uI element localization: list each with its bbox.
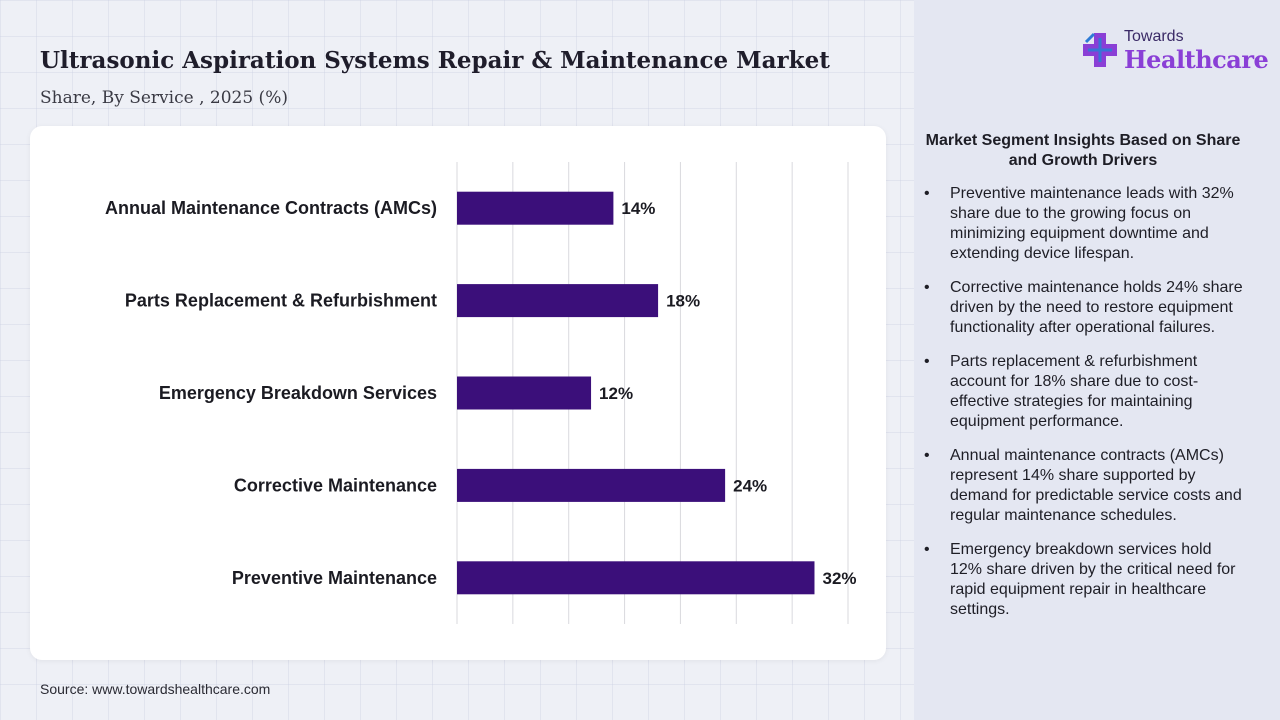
insight-text: Emergency breakdown services hold 12% sh… (950, 541, 1236, 618)
data-label: 12% (599, 384, 633, 403)
logo-bottom-text: Healthcare (1124, 45, 1269, 74)
bar (457, 191, 614, 225)
bullet-icon: • (924, 353, 930, 370)
data-label: 24% (733, 476, 767, 495)
data-label: 18% (666, 292, 700, 311)
bullet-icon: • (924, 185, 930, 202)
insight-item: • Annual maintenance contracts (AMCs) rep… (924, 446, 1244, 526)
bar (457, 468, 726, 502)
insights-title: Market Segment Insights Based on Share a… (925, 132, 1241, 169)
left-area: Ultrasonic Aspiration Systems Repair & M… (30, 47, 886, 697)
insight-text: Corrective maintenance holds 24% share d… (950, 279, 1243, 336)
source-note: Source: www.towardshealthcare.com (40, 681, 271, 697)
insights-list: • Preventive maintenance leads with 32% s… (924, 184, 1244, 634)
brand-logo: Towards Healthcare (1080, 28, 1269, 78)
bar-chart: Annual Maintenance Contracts (AMCs) 14% Pa… (105, 162, 857, 624)
category-label: Annual Maintenance Contracts (AMCs) (105, 198, 437, 218)
bullet-icon: • (924, 279, 930, 296)
insights-panel (914, 0, 1280, 720)
category-label: Corrective Maintenance (234, 475, 437, 495)
category-label: Parts Replacement & Refurbishment (125, 291, 437, 311)
insight-item: • Parts replacement & refurbishment accou… (924, 352, 1244, 432)
bar (457, 561, 815, 595)
medical-cross-icon (1083, 32, 1117, 67)
data-label: 32% (822, 569, 856, 588)
category-label: Emergency Breakdown Services (159, 383, 437, 403)
bullet-icon: • (924, 447, 930, 464)
bar (457, 284, 659, 318)
insight-text: Parts replacement & refurbishment accoun… (950, 353, 1199, 430)
insight-text: Annual maintenance contracts (AMCs) repr… (950, 447, 1242, 524)
category-label: Preventive Maintenance (232, 568, 437, 588)
bullet-icon: • (924, 541, 930, 558)
bar (457, 376, 592, 410)
insight-text: Preventive maintenance leads with 32% sh… (950, 185, 1234, 262)
chart-title: Ultrasonic Aspiration Systems Repair & M… (40, 47, 830, 74)
chart-card: Annual Maintenance Contracts (AMCs) 14% Pa… (30, 126, 886, 660)
logo-top-text: Towards (1124, 28, 1184, 45)
insight-item: • Preventive maintenance leads with 32% s… (924, 184, 1244, 264)
chart-subtitle: Share, By Service , 2025 (%) (40, 88, 288, 108)
data-label: 14% (621, 199, 655, 218)
insight-item: • Emergency breakdown services hold 12% s… (924, 540, 1244, 620)
insight-item: • Corrective maintenance holds 24% share … (924, 278, 1244, 338)
